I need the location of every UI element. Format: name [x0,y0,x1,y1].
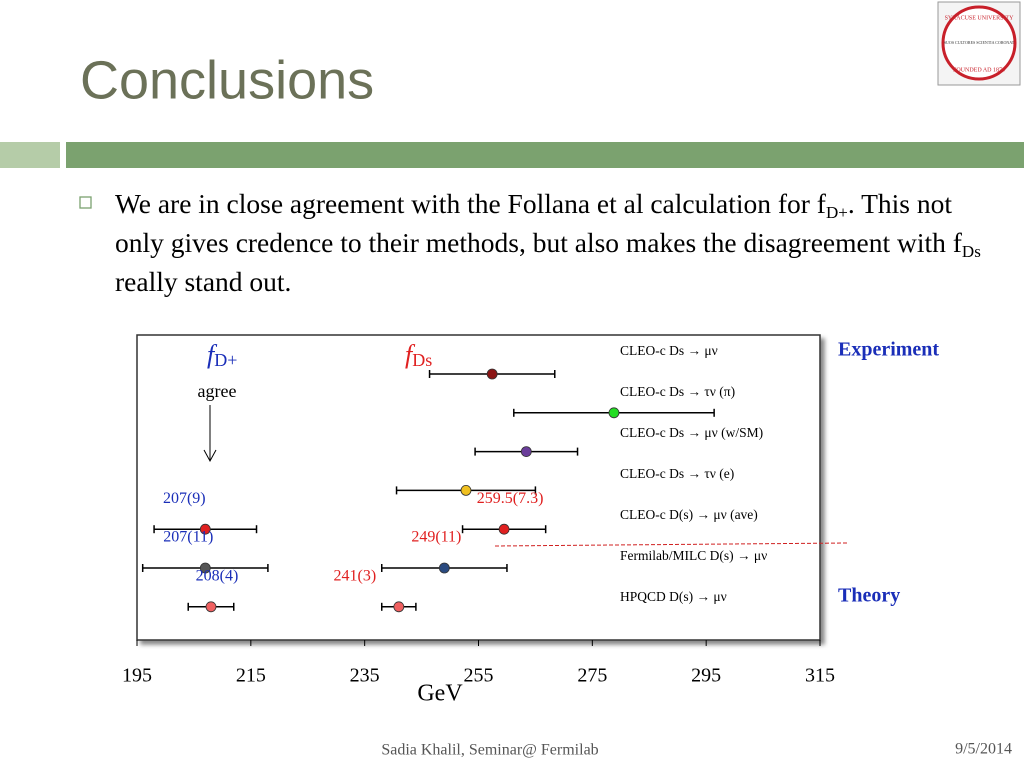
point [498,523,510,535]
value-label: 241(3) [333,567,376,584]
x-tick-label: 275 [577,665,607,687]
annotation: Theory [838,585,900,607]
point [393,601,405,613]
subscript: D+ [825,203,848,222]
point [486,368,498,380]
bullet-text: We are in close agreement with the Folla… [115,184,985,301]
logo-text: SUOS CULTORES SCIENTIA CORONAT [944,40,1015,45]
x-tick-label: 255 [464,665,494,687]
category-label: CLEO-c Ds → τν (π) [620,384,735,399]
value-label: 259.5(7.3) [477,490,544,507]
slide-title: Conclusions [80,50,374,110]
value-label: 207(11) [163,529,213,546]
logo-text: SYRACUSE UNIVERSITY [945,15,1015,21]
point [199,562,211,574]
category-label: CLEO-c D(s) → μν (ave) [620,507,758,522]
title-bar [66,142,1024,168]
point [520,446,532,458]
point [205,601,217,613]
title-bar-left [0,142,60,168]
subscript: Ds [412,350,432,370]
x-tick-label: 295 [691,665,721,687]
group-label: fDs [405,340,432,370]
x-axis-label: GeV [417,681,463,707]
x-tick-label: 215 [236,665,266,687]
point [199,523,211,535]
symbol: f [207,340,218,369]
point [608,407,620,419]
plot-frame [136,334,821,641]
arrow-head [203,449,217,463]
x-tick-label: 315 [805,665,835,687]
annotation: agree [198,381,237,401]
footer: Sadia Khalil, Seminar@ Fermilab [381,742,598,759]
category-label: Fermilab/MILC D(s) → μν [620,548,767,563]
divider [494,542,849,547]
subscript: D+ [214,350,237,370]
subscript: Ds [961,242,981,261]
point [460,484,472,496]
value-label: 208(4) [196,567,239,584]
x-tick-label: 235 [350,665,380,687]
logo-text: FOUNDED AD 1870 [953,67,1005,73]
text: . This not only gives credence to their … [115,188,962,258]
group-label: fD+ [207,340,237,370]
text: really stand out. [115,266,292,297]
logo-seal [941,5,1017,81]
bullet-marker [79,196,92,209]
value-label: 249(11) [411,529,461,546]
annotation: Experiment [838,339,939,361]
text: We are in close agreement with the Folla… [115,188,826,219]
category-label: CLEO-c Ds → μν (w/SM) [620,425,763,440]
category-label: CLEO-c Ds → μν [620,343,718,358]
value-label: 207(9) [163,490,206,507]
date: 9/5/2014 [955,741,1012,758]
point [438,562,450,574]
symbol: f [405,340,416,369]
category-label: HPQCD D(s) → μν [620,589,727,604]
x-tick-label: 195 [122,665,152,687]
category-label: CLEO-c Ds → τν (e) [620,466,734,481]
logo: SYRACUSE UNIVERSITY SUOS CULTORES SCIENT… [937,1,1021,86]
